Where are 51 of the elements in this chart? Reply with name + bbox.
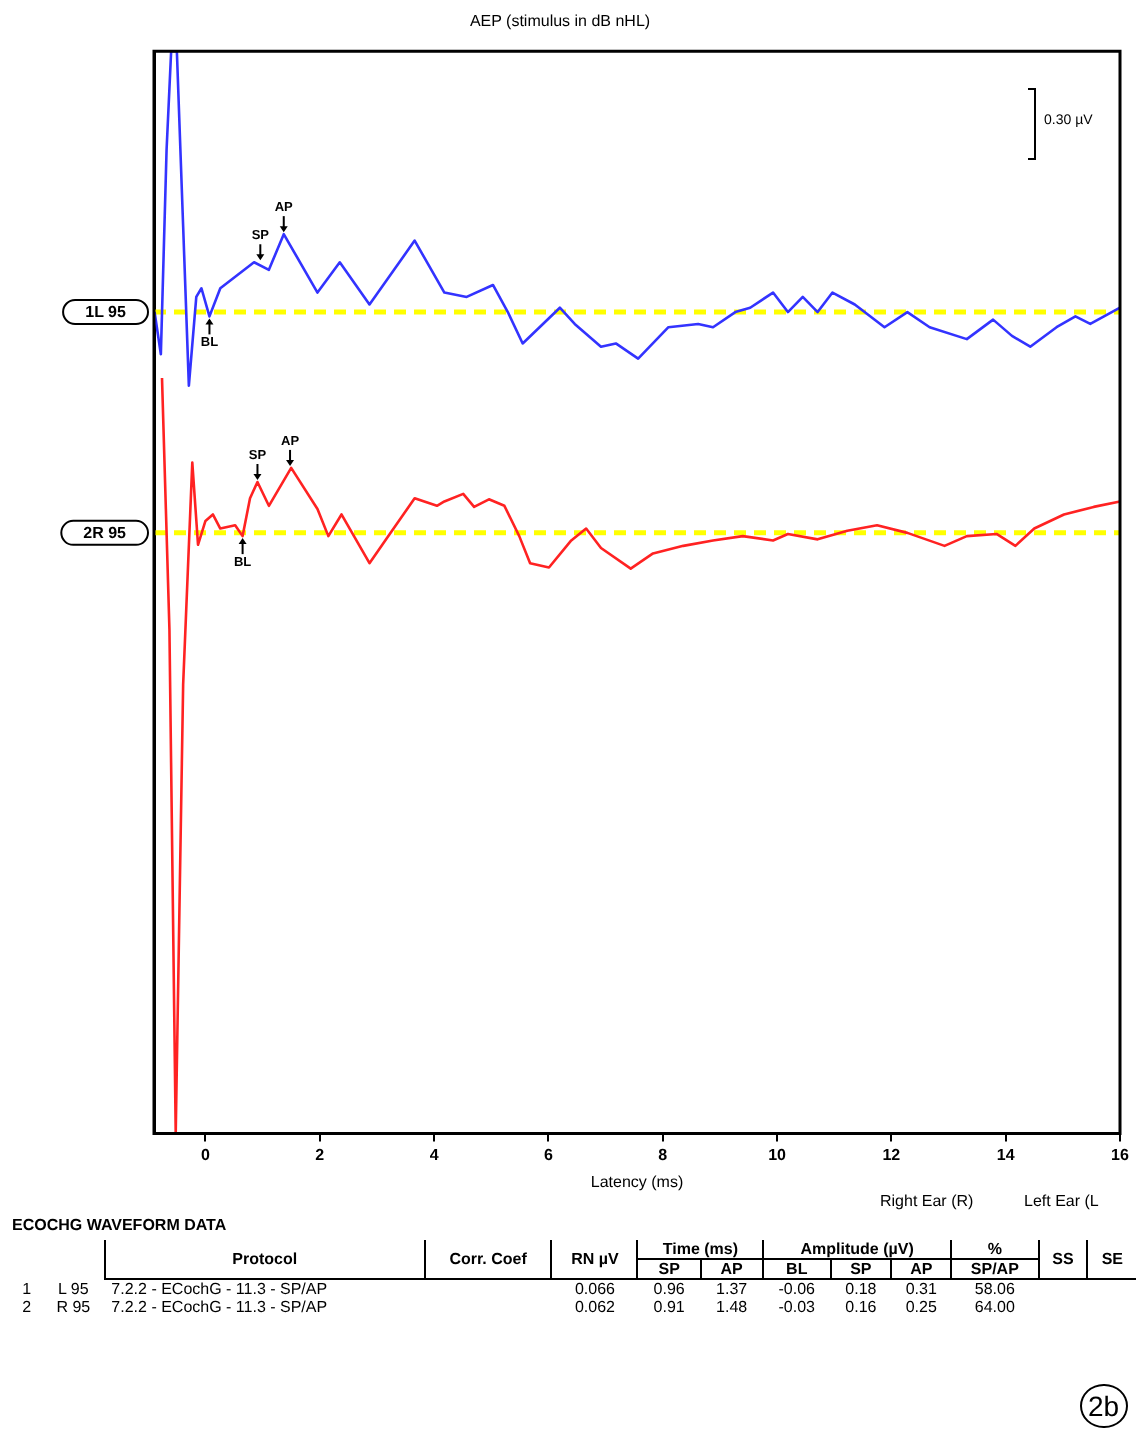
ref-line-label: 2R 95 <box>83 524 128 543</box>
text: SP <box>637 1259 701 1279</box>
text: 0.91 <box>651 1298 687 1316</box>
text: Left Ear (L <box>1024 1192 1099 1210</box>
text: 7.2.2 - ECochG - 11.3 - SP/AP <box>109 1298 330 1316</box>
text: RN µV <box>551 1240 638 1279</box>
text: 0.18 <box>843 1279 879 1298</box>
text: 0.25 <box>903 1298 939 1316</box>
x-tick-label: 4 <box>429 1145 440 1164</box>
text: -0.06 <box>776 1279 817 1298</box>
text: SP <box>830 1259 892 1279</box>
text: L 95 <box>56 1279 91 1298</box>
text: 0.31 <box>903 1279 939 1298</box>
text: AP <box>700 1259 763 1279</box>
text: SS <box>1038 1240 1088 1279</box>
text: SP/AP <box>951 1259 1039 1279</box>
x-tick-label: 6 <box>543 1145 554 1164</box>
x-axis-title: Latency (ms) <box>590 1172 684 1191</box>
x-tick-label: 8 <box>658 1145 669 1164</box>
text: Protocol <box>105 1240 425 1279</box>
chart-title: AEP (stimulus in dB nHL) <box>469 12 651 31</box>
x-tick-label: 12 <box>882 1145 902 1164</box>
text: 0.16 <box>843 1298 879 1316</box>
text: Right Ear (R) <box>880 1192 974 1210</box>
text: 0.96 <box>651 1279 687 1298</box>
text: SE <box>1087 1240 1136 1279</box>
x-tick-label: 2 <box>315 1145 326 1164</box>
text: 0.066 <box>572 1279 617 1298</box>
text: Corr. Coef <box>424 1240 552 1279</box>
x-tick-label: 0 <box>200 1145 211 1164</box>
text: 64.00 <box>972 1298 1017 1316</box>
text: Amplitude (µV) <box>762 1240 952 1259</box>
x-tick-label: 16 <box>1111 1145 1130 1164</box>
text: 1.48 <box>714 1298 750 1316</box>
text: 58.06 <box>972 1279 1017 1298</box>
x-tick-label: 10 <box>768 1145 788 1164</box>
text: ECOCHG WAVEFORM DATA <box>12 1216 227 1234</box>
text: 2b <box>1080 1384 1128 1428</box>
text: 1 <box>20 1279 34 1298</box>
text: % <box>951 1240 1039 1259</box>
ref-line-label: 1L 95 <box>85 303 127 322</box>
text: 0.062 <box>572 1298 617 1316</box>
text: Time (ms) <box>637 1240 763 1259</box>
text: BL <box>762 1259 831 1279</box>
text: R 95 <box>54 1298 93 1316</box>
text: 7.2.2 - ECochG - 11.3 - SP/AP <box>109 1279 330 1298</box>
text: 2 <box>20 1298 34 1316</box>
text: -0.03 <box>776 1298 817 1316</box>
x-tick-label: 14 <box>996 1145 1016 1164</box>
text: 1.37 <box>714 1279 750 1298</box>
text: AP <box>891 1259 952 1279</box>
